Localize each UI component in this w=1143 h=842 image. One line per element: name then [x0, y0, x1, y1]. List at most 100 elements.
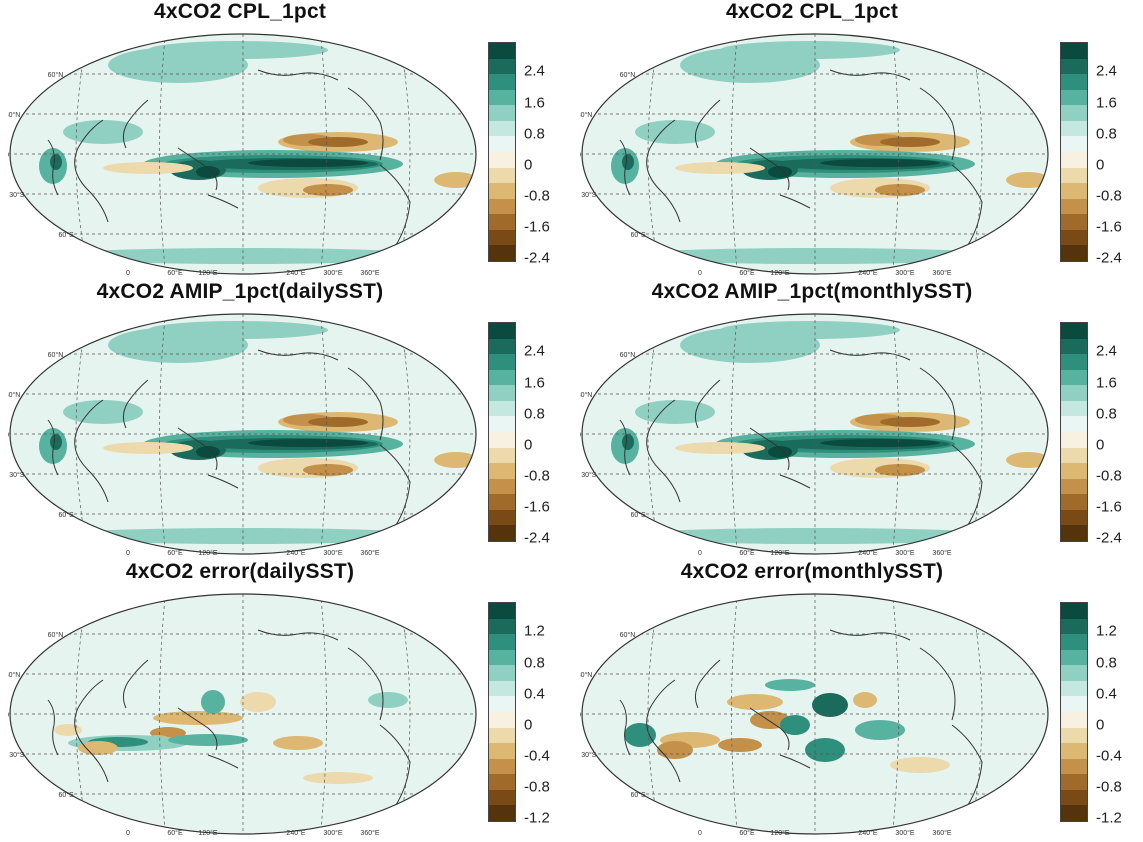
colorbar-swatch: [1061, 743, 1087, 760]
lon-label: 0: [126, 550, 130, 556]
anomaly-shading: [675, 162, 765, 174]
colorbar-swatch: [1061, 509, 1087, 526]
lat-label: 30°N: [580, 111, 592, 119]
coastline: [47, 419, 59, 476]
longitude-gridline: [892, 594, 899, 833]
colorbar-tick-label: 0.8: [1096, 654, 1117, 671]
colorbar-tick-label: -2.4: [524, 249, 550, 267]
colorbar-swatch: [1061, 183, 1087, 200]
anomaly-shading: [765, 679, 815, 691]
colorbar-tick-label: 2.4: [1096, 62, 1117, 80]
coastline: [347, 647, 384, 721]
anomaly-shading: [720, 321, 900, 339]
lon-label: 60°E: [739, 829, 755, 836]
colorbar-swatch: [1061, 463, 1087, 480]
map-outline: [9, 33, 477, 275]
anomaly-shading: [718, 738, 762, 752]
colorbar-tick-label: 0: [1096, 436, 1105, 454]
anomaly-shading: [63, 120, 143, 144]
coastline: [74, 399, 109, 503]
lon-label: 60°E: [739, 549, 755, 556]
colorbar-tick-label: -1.2: [1096, 809, 1122, 827]
coastline: [177, 147, 218, 191]
colorbar-swatch: [489, 774, 515, 791]
coastline: [694, 99, 721, 149]
anomaly-shading: [880, 137, 940, 147]
coastline: [122, 379, 149, 429]
longitude-gridline: [320, 594, 327, 833]
lat-label: 60°N: [48, 71, 64, 79]
colorbar-tick-label: 1.2: [524, 622, 545, 640]
anomaly-shading: [308, 137, 368, 147]
map-panel: 4xCO2 error(dailySST) 60°N30°N030°S60°S06…: [0, 560, 571, 840]
lon-label: 360°E: [360, 829, 379, 836]
lon-label: 360°E: [360, 549, 379, 556]
colorbar-swatch: [489, 649, 515, 666]
anomaly-shading: [615, 248, 1015, 264]
colorbar-swatch: [1061, 525, 1087, 542]
colorbar-tick-label: 0: [524, 716, 533, 734]
colorbar: 2.4 1.6 0.8 0 -0.8 -1.6 -2.4: [488, 42, 568, 267]
lat-label: 30°N: [8, 111, 20, 119]
lon-label: 300°E: [895, 549, 914, 556]
coastline: [919, 647, 956, 721]
colorbar-tick-label: -0.8: [524, 778, 550, 796]
anomaly-shading: [615, 528, 1015, 544]
colorbar-tick-label: -2.4: [1096, 249, 1122, 267]
colorbar: 1.2 0.8 0.4 0 -0.4 -0.8 -1.2: [488, 602, 568, 827]
colorbar-tick-label: -1.2: [524, 809, 550, 827]
coastline: [347, 367, 384, 441]
colorbar-swatch: [489, 323, 515, 340]
colorbar-swatch: [1061, 198, 1087, 215]
colorbar-swatch: [1061, 120, 1087, 137]
anomaly-shading: [805, 738, 845, 762]
colorbar-tick-label: 2.4: [1096, 342, 1117, 360]
anomaly-shading: [820, 159, 940, 167]
colorbar-swatch: [1061, 649, 1087, 666]
anomaly-shading: [720, 41, 900, 59]
colorbar-swatch: [489, 432, 515, 449]
map-panel: 4xCO2 AMIP_1pct(dailySST)60°N30°N030°S60…: [0, 280, 571, 560]
colorbar-tick-label: 2.4: [524, 62, 545, 80]
coastline: [749, 707, 790, 751]
panel-title: 4xCO2 error(dailySST): [125, 560, 355, 583]
coastline: [951, 724, 983, 806]
lat-label: 0: [580, 432, 581, 439]
robinson-map: 60°N 30°N 0 30°S 60°S 0 60°E 120°E 240°E 300°E 360…: [8, 593, 477, 836]
colorbar-boxes: [1060, 42, 1088, 262]
colorbar-swatch: [489, 758, 515, 775]
coastline: [122, 99, 149, 149]
colorbar-swatch: [1061, 789, 1087, 806]
coastline: [207, 474, 239, 489]
colorbar-tick-label: -1.6: [524, 498, 550, 516]
coastline: [646, 679, 681, 783]
colorbar-swatch: [489, 43, 515, 60]
lat-label: 60°S: [58, 511, 74, 519]
robinson-map: 60°N 30°N 0 30°S 60°S 0 60°E 120°E 240°E 300°E 360…: [580, 33, 1049, 276]
colorbar-swatch: [1061, 385, 1087, 402]
anomaly-shading: [1006, 452, 1048, 468]
colorbar-swatch: [1061, 447, 1087, 464]
colorbar-tick-label: 0: [524, 436, 533, 454]
anomaly-shading: [820, 439, 940, 447]
coastline: [207, 754, 239, 769]
colorbar-swatch: [489, 136, 515, 153]
colorbar-boxes: [1060, 602, 1088, 822]
colorbar-tick-label: 1.6: [524, 94, 545, 111]
lon-label: 120°E: [198, 269, 217, 276]
longitude-gridline: [159, 314, 166, 553]
anomaly-shading: [168, 734, 248, 746]
colorbar: 1.2 0.8 0.4 0 -0.4 -0.8 -1.2: [1060, 602, 1140, 827]
lat-label: 60°S: [58, 231, 74, 239]
lat-label: 60°S: [630, 511, 646, 519]
colorbar-swatch: [489, 680, 515, 697]
coastline: [177, 707, 218, 751]
colorbar-swatch: [1061, 603, 1087, 620]
lat-label: 30°S: [581, 471, 597, 479]
colorbar-tick-label: 2.4: [524, 342, 545, 360]
colorbar-swatch: [489, 89, 515, 106]
anomaly-shading: [875, 464, 925, 476]
colorbar-tick-label: -0.8: [524, 467, 550, 485]
map-outline: [581, 313, 1049, 555]
robinson-map: 60°N 30°N 0 30°S 60°S 0 60°E 120°E 240°E 300°E 360…: [580, 593, 1049, 836]
